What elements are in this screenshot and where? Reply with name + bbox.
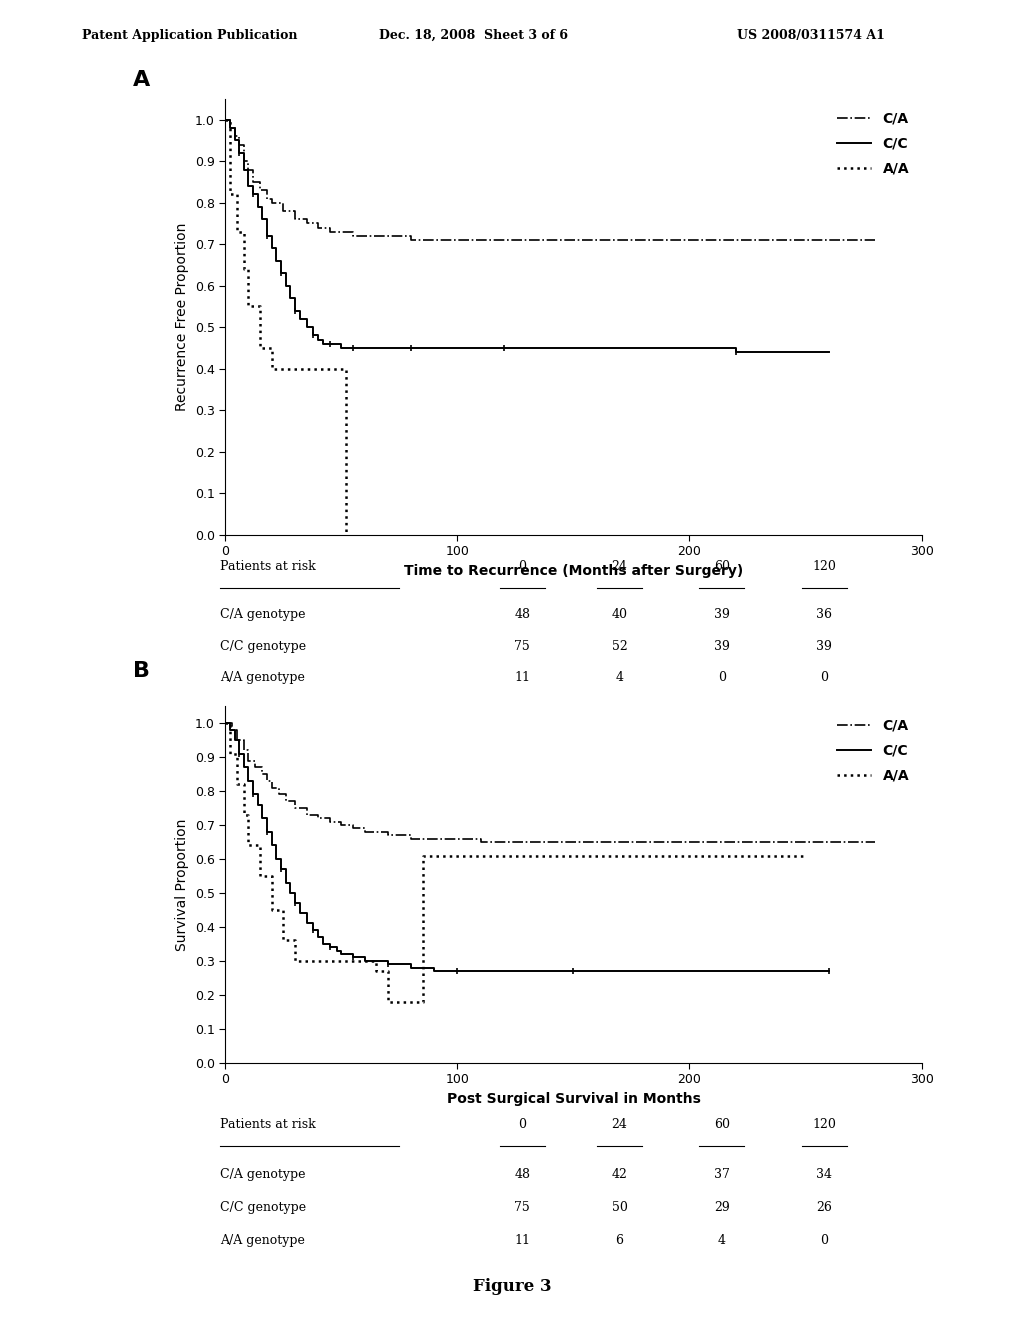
Text: Patients at risk: Patients at risk (220, 1118, 316, 1131)
Text: 75: 75 (514, 1201, 530, 1214)
Text: C/A genotype: C/A genotype (220, 1168, 305, 1181)
Text: 39: 39 (816, 640, 833, 653)
Text: 60: 60 (714, 561, 730, 573)
Text: 40: 40 (611, 609, 628, 620)
Y-axis label: Recurrence Free Proportion: Recurrence Free Proportion (175, 223, 189, 411)
Text: 120: 120 (812, 1118, 837, 1131)
Text: Patent Application Publication: Patent Application Publication (82, 29, 297, 42)
Text: C/A genotype: C/A genotype (220, 609, 305, 620)
X-axis label: Time to Recurrence (Months after Surgery): Time to Recurrence (Months after Surgery… (403, 564, 743, 578)
Text: 4: 4 (615, 671, 624, 684)
Text: 75: 75 (514, 640, 530, 653)
Y-axis label: Survival Proportion: Survival Proportion (175, 818, 189, 950)
Text: B: B (133, 661, 151, 681)
Legend: C/A, C/C, A/A: C/A, C/C, A/A (831, 713, 914, 788)
Text: 0: 0 (518, 561, 526, 573)
Legend: C/A, C/C, A/A: C/A, C/C, A/A (831, 106, 914, 181)
Text: 26: 26 (816, 1201, 833, 1214)
Text: 0: 0 (518, 1118, 526, 1131)
Text: 11: 11 (514, 1234, 530, 1247)
Text: Patients at risk: Patients at risk (220, 561, 316, 573)
Text: Dec. 18, 2008  Sheet 3 of 6: Dec. 18, 2008 Sheet 3 of 6 (379, 29, 568, 42)
Text: 48: 48 (514, 609, 530, 620)
Text: 37: 37 (714, 1168, 730, 1181)
Text: 52: 52 (611, 640, 628, 653)
X-axis label: Post Surgical Survival in Months: Post Surgical Survival in Months (446, 1092, 700, 1106)
Text: US 2008/0311574 A1: US 2008/0311574 A1 (737, 29, 885, 42)
Text: 0: 0 (718, 671, 726, 684)
Text: 42: 42 (611, 1168, 628, 1181)
Text: 29: 29 (714, 1201, 730, 1214)
Text: 34: 34 (816, 1168, 833, 1181)
Text: C/C genotype: C/C genotype (220, 1201, 306, 1214)
Text: 39: 39 (714, 609, 730, 620)
Text: 50: 50 (611, 1201, 628, 1214)
Text: C/C genotype: C/C genotype (220, 640, 306, 653)
Text: 60: 60 (714, 1118, 730, 1131)
Text: 11: 11 (514, 671, 530, 684)
Text: 4: 4 (718, 1234, 726, 1247)
Text: 24: 24 (611, 1118, 628, 1131)
Text: 36: 36 (816, 609, 833, 620)
Text: 120: 120 (812, 561, 837, 573)
Text: Figure 3: Figure 3 (473, 1278, 551, 1295)
Text: 6: 6 (615, 1234, 624, 1247)
Text: 48: 48 (514, 1168, 530, 1181)
Text: 24: 24 (611, 561, 628, 573)
Text: A: A (133, 70, 151, 90)
Text: A/A genotype: A/A genotype (220, 1234, 305, 1247)
Text: A/A genotype: A/A genotype (220, 671, 305, 684)
Text: 0: 0 (820, 1234, 828, 1247)
Text: 39: 39 (714, 640, 730, 653)
Text: 0: 0 (820, 671, 828, 684)
